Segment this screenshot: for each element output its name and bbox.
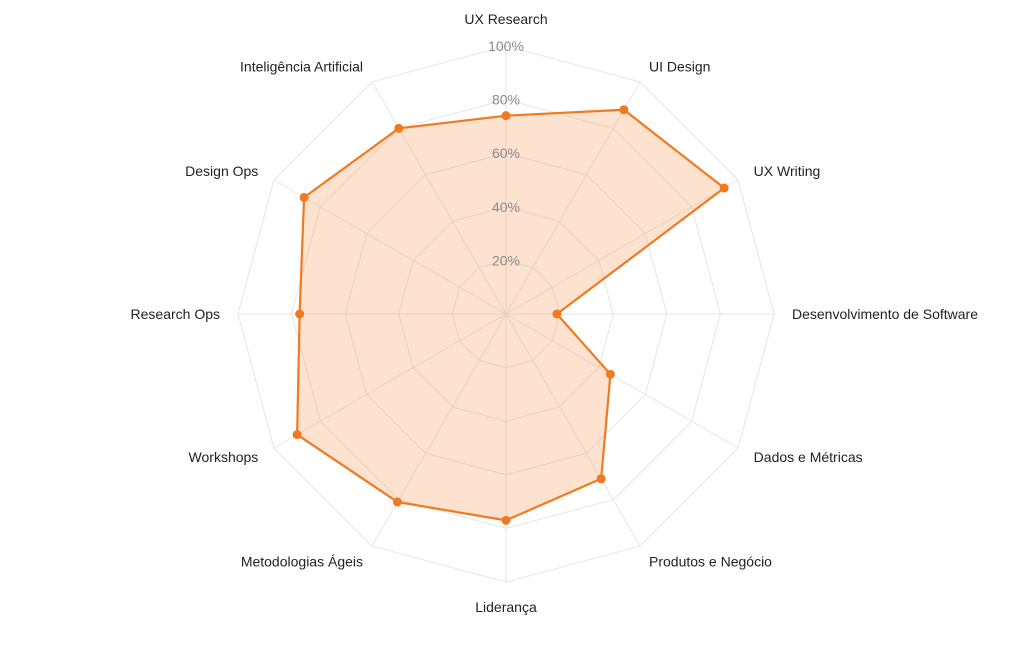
tick-label: 20% (492, 252, 520, 268)
category-label: Produtos e Negócio (649, 554, 772, 570)
category-label: Workshops (189, 449, 259, 465)
data-point[interactable] (619, 105, 629, 115)
data-point[interactable] (392, 497, 402, 507)
category-label: Metodologias Ágeis (241, 554, 363, 570)
data-point[interactable] (501, 515, 511, 525)
category-label: Research Ops (131, 306, 220, 322)
data-point[interactable] (596, 474, 606, 484)
tick-label: 80% (492, 92, 520, 108)
spoke (273, 179, 507, 315)
grid-layer (237, 45, 775, 583)
spoke (273, 313, 507, 449)
category-label: UI Design (649, 58, 710, 74)
data-point[interactable] (605, 369, 615, 379)
tick-layer: 20% 40% 60% 80% 100% (488, 38, 524, 268)
category-label: Inteligência Artificial (240, 58, 363, 74)
spoke (505, 313, 739, 449)
spoke (371, 81, 507, 315)
data-point[interactable] (299, 192, 309, 202)
data-point[interactable] (295, 309, 305, 319)
spoke (505, 81, 641, 315)
category-label: UX Research (464, 11, 547, 27)
tick-label: 40% (492, 199, 520, 215)
tick-label: 100% (488, 38, 524, 54)
category-label: Dados e Métricas (754, 449, 863, 465)
label-layer: UX Research UI Design UX Writing Desenvolvi… (131, 11, 979, 615)
data-layer (292, 105, 729, 525)
spoke (505, 179, 739, 315)
data-point[interactable] (394, 123, 404, 133)
data-point[interactable] (292, 430, 302, 440)
data-point[interactable] (501, 111, 511, 121)
category-label: Liderança (475, 599, 537, 615)
spoke (371, 313, 507, 547)
category-label: UX Writing (754, 163, 821, 179)
series-area (296, 108, 726, 522)
category-label: Desenvolvimento de Software (792, 306, 978, 322)
tick-label: 60% (492, 145, 520, 161)
data-point[interactable] (719, 183, 729, 193)
category-label: Design Ops (185, 163, 258, 179)
spoke (505, 313, 641, 547)
data-point[interactable] (552, 309, 562, 319)
